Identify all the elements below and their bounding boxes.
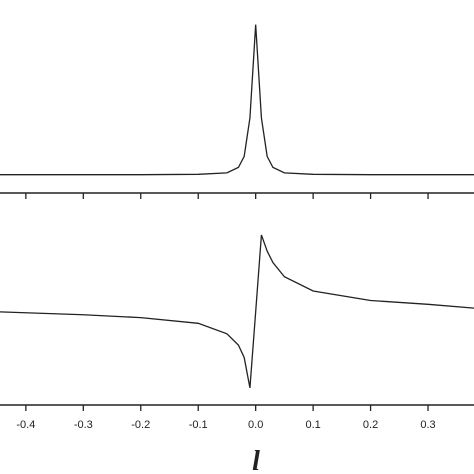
x-tick-label: 0.3 — [420, 419, 435, 431]
x-tick-label: 0.0 — [248, 419, 263, 431]
x-tick-label: -0.1 — [189, 419, 208, 431]
x-tick-label: 0.2 — [363, 419, 378, 431]
x-axis-label: l — [252, 446, 260, 474]
x-tick-label: -0.3 — [74, 419, 93, 431]
x-tick-label: -0.2 — [131, 419, 150, 431]
data-line — [0, 24, 474, 176]
x-tick-label: 0.1 — [305, 419, 320, 431]
data-line — [0, 234, 474, 389]
x-tick-label: -0.4 — [16, 419, 35, 431]
